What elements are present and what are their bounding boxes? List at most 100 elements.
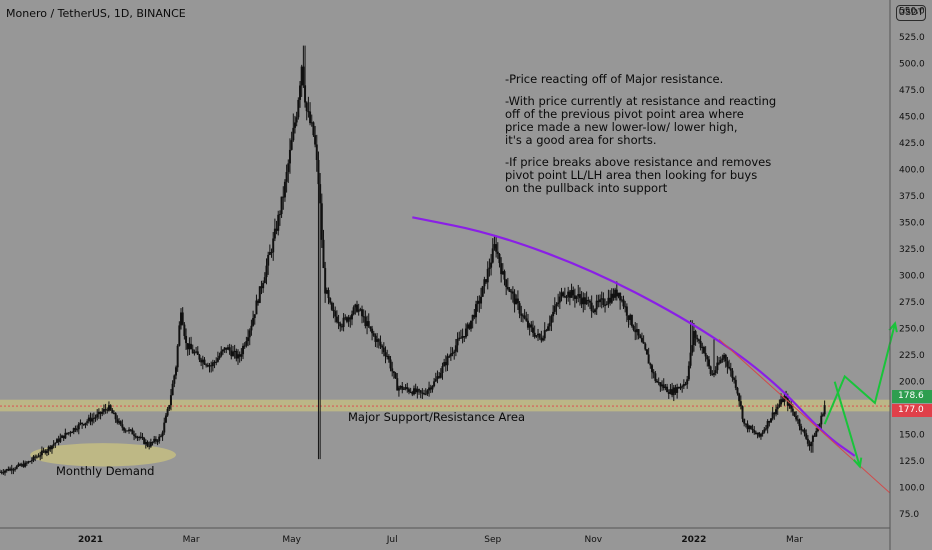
candle-body	[104, 409, 107, 411]
analysis-note: -Price reacting off of Major resistance.…	[505, 73, 875, 204]
candle-body	[416, 389, 419, 393]
candle-body	[434, 379, 437, 382]
candle-body	[19, 464, 22, 466]
candle-body	[237, 354, 240, 359]
candle-body	[191, 349, 194, 354]
x-tick-label: Mar	[183, 535, 200, 545]
candle-body	[723, 354, 726, 359]
y-tick-label: 225.0	[899, 351, 925, 361]
candle-body	[394, 373, 397, 379]
candle-body	[746, 423, 749, 430]
candle-body	[312, 122, 315, 136]
candle-body	[607, 297, 610, 304]
candle-body	[632, 326, 635, 330]
candle-body	[560, 292, 563, 297]
candle-body	[721, 358, 724, 361]
candle-body	[418, 389, 421, 391]
candle-body	[92, 417, 95, 419]
candle-body	[133, 434, 136, 436]
candle-body	[339, 323, 342, 327]
candle-body	[647, 354, 650, 364]
candle-body	[265, 265, 268, 278]
candle-body	[178, 325, 181, 346]
last-price-tag-green: 178.6	[892, 390, 932, 403]
candle-body	[280, 196, 283, 215]
candle-body	[22, 464, 25, 467]
candle-body	[701, 347, 704, 349]
y-tick-label: 125.0	[899, 457, 925, 467]
candle-body	[528, 324, 531, 328]
candle-body	[421, 392, 424, 394]
candle-body	[490, 262, 493, 268]
candle-body	[96, 414, 99, 418]
candle-body	[711, 374, 714, 376]
candle-body	[669, 389, 672, 394]
candle-body	[260, 286, 263, 289]
candle-body	[716, 362, 719, 371]
candle-body	[806, 438, 809, 444]
y-tick-label: 475.0	[899, 86, 925, 96]
candle-body	[562, 292, 565, 297]
candle-body	[684, 384, 687, 386]
candle-body	[302, 66, 305, 86]
candle-body	[424, 393, 427, 395]
candle-body	[149, 442, 152, 447]
candle-body	[542, 338, 545, 341]
candle-body	[766, 420, 769, 429]
candle-body	[193, 352, 196, 354]
candle-body	[659, 382, 662, 387]
y-tick-label: 100.0	[899, 484, 925, 494]
candle-body	[84, 422, 87, 425]
candle-body	[337, 321, 340, 324]
candle-body	[816, 427, 819, 431]
candle-body	[310, 122, 313, 124]
candle-body	[335, 316, 338, 322]
candle-body	[168, 405, 171, 409]
candle-body	[176, 345, 179, 368]
candle-body	[166, 408, 169, 416]
candle-body	[342, 317, 345, 327]
candle-body	[582, 297, 585, 305]
candle-body	[377, 339, 380, 342]
candle-body	[624, 306, 627, 308]
candle-body	[404, 387, 407, 389]
candle-body	[672, 387, 675, 396]
candle-body	[357, 309, 360, 312]
candle-body	[30, 460, 33, 462]
y-tick-label: 550.0	[899, 7, 925, 17]
candle-body	[228, 347, 231, 351]
candle-body	[82, 424, 85, 426]
candle-body	[481, 286, 484, 297]
candle-body	[726, 361, 729, 367]
candle-body	[230, 350, 233, 357]
candle-body	[299, 85, 302, 100]
y-tick-label: 450.0	[899, 113, 925, 123]
candle-body	[231, 351, 234, 357]
candle-body	[739, 401, 742, 407]
candle-body	[738, 393, 741, 402]
candle-body	[508, 289, 511, 292]
candle-body	[694, 331, 697, 338]
candle-body	[547, 326, 550, 331]
candle-body	[786, 397, 789, 406]
candle-body	[382, 347, 385, 353]
candle-body	[352, 307, 355, 315]
projection-up-arrow	[823, 323, 896, 425]
candle-body	[340, 326, 343, 328]
y-tick-label: 400.0	[899, 166, 925, 176]
candle-body	[706, 356, 709, 360]
candle-body	[369, 326, 372, 329]
candle-body	[630, 314, 633, 327]
candle-body	[240, 354, 243, 357]
candle-body	[171, 383, 174, 396]
currency-label[interactable]: USDT	[896, 5, 926, 21]
y-tick-label: 300.0	[899, 272, 925, 282]
candle-body	[74, 428, 77, 430]
candle-body	[614, 289, 617, 298]
candle-body	[785, 396, 788, 398]
candle-body	[114, 413, 117, 420]
candle-body	[448, 356, 451, 358]
candle-body	[314, 135, 317, 145]
candle-body	[575, 296, 578, 299]
